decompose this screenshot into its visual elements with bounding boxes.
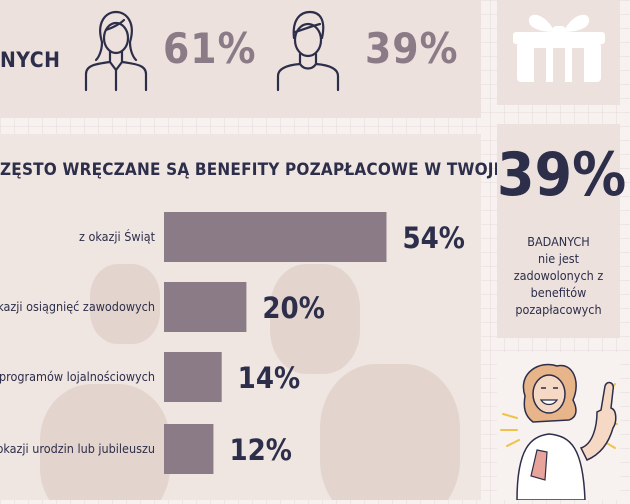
background-scene (40, 384, 170, 500)
stat-line: zadowolonych z (513, 268, 604, 283)
value-label: 54% (402, 221, 464, 255)
illustration-panel (497, 352, 620, 501)
bar-chart: z okazji Świąt 54% okazji osiągnięć zawodo… (0, 212, 465, 474)
background-scene (90, 264, 160, 344)
respondents-label: NYCH (0, 48, 61, 72)
gender-summary-panel: NYCH 61% 39% (0, 0, 481, 118)
man-icon (276, 10, 340, 92)
background-scene (320, 364, 460, 500)
stat-line: benefitów (530, 285, 587, 300)
category-label: okazji urodzin lub jubileuszu (0, 441, 155, 456)
bar (164, 352, 222, 402)
dissatisfaction-percentage: 39% (497, 140, 627, 210)
stat-line: pozapłacowych (515, 302, 602, 317)
men-percentage: 39% (365, 24, 459, 73)
value-label: 14% (238, 361, 300, 395)
value-label: 20% (262, 291, 324, 325)
dissatisfaction-description: BADANYCH nie jest zadowolonych z benefit… (497, 233, 620, 318)
category-label: okazji osiągnięć zawodowych (0, 299, 155, 314)
category-label: programów lojalnościowych (0, 369, 155, 384)
chart-title: ZĘSTO WRĘCZANE SĄ BENEFITY POZAPŁACOWE W… (0, 160, 586, 180)
gift-panel (497, 0, 620, 105)
stat-line: BADANYCH (527, 234, 590, 249)
gift-icon (513, 14, 605, 82)
value-label: 12% (229, 433, 291, 467)
background-scene (270, 264, 360, 374)
woman-icon (84, 10, 148, 92)
bar (164, 212, 387, 262)
women-percentage: 61% (163, 24, 257, 73)
dissatisfaction-panel (497, 124, 620, 338)
bar (164, 424, 214, 474)
category-label: z okazji Świąt (79, 229, 156, 244)
bar (164, 282, 247, 332)
thumbs-up-woman-icon (500, 363, 618, 501)
stat-line: nie jest (537, 251, 580, 266)
